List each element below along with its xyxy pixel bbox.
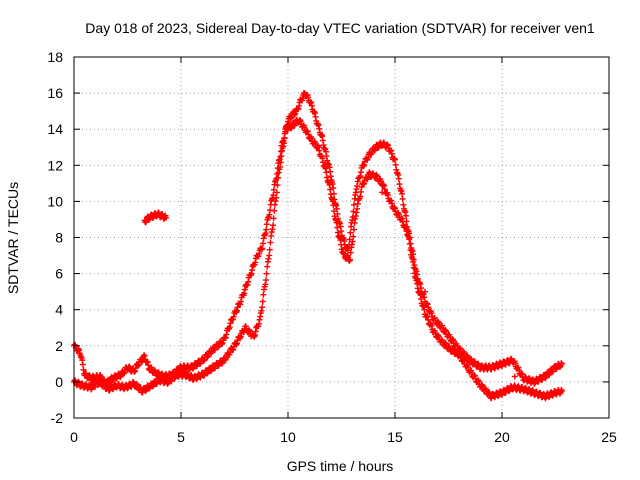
y-tick-label: 12 [47,157,63,173]
y-tick-label: -2 [51,410,64,426]
data-point [270,215,277,222]
data-point [266,252,273,259]
data-point [399,190,406,197]
data-point [392,156,398,163]
data-point [350,208,357,215]
y-tick-label: 14 [47,121,63,137]
data-point [347,256,354,263]
y-tick-label: 0 [55,374,63,390]
data-point [410,264,417,271]
data-point [399,195,406,202]
data-point [421,288,428,295]
data-point [351,201,358,208]
data-points [71,90,565,402]
data-point [406,240,413,247]
data-point [259,304,266,311]
data-point [79,361,86,368]
x-tick-label: 10 [280,429,296,445]
data-point [277,159,284,166]
data-point [395,175,402,182]
y-tick-label: 10 [47,193,63,209]
data-point [266,246,273,253]
data-point [330,202,337,209]
data-point [511,373,518,380]
data-point [280,140,287,147]
data-point [281,134,288,141]
data-point [262,277,269,284]
data-point [278,153,285,160]
x-tick-label: 0 [70,429,78,445]
axis-ticks: 0 5 10 15 20 25 -2 0 2 4 6 8 10 12 14 16 18 [47,49,617,445]
data-point [331,208,338,215]
data-point [267,239,274,246]
data-point [259,240,266,247]
data-point [558,387,565,394]
data-point [163,214,170,221]
chart-title: Day 018 of 2023, Sidereal Day-to-day VTE… [85,20,595,36]
data-point [263,270,270,277]
data-point [350,233,357,240]
data-point [347,249,354,256]
x-tick-label: 5 [177,429,185,445]
y-tick-label: 18 [47,49,63,65]
data-point [260,291,267,298]
y-tick-label: 2 [55,338,63,354]
x-axis-label: GPS time / hours [287,458,394,474]
y-tick-label: 8 [55,230,63,246]
data-point [273,194,280,201]
data-point [263,226,270,233]
data-point [349,238,356,245]
y-tick-label: 16 [47,85,63,101]
data-point [259,298,266,305]
y-axis-label: SDTVAR / TECUs [5,182,21,294]
data-point [347,229,354,236]
x-tick-label: 25 [601,429,617,445]
data-point [558,360,565,367]
data-point [402,212,409,219]
data-point [410,258,417,265]
data-point [270,222,277,229]
x-tick-label: 15 [387,429,403,445]
x-tick-label: 20 [494,429,510,445]
data-point [274,182,281,189]
data-point [273,189,280,196]
data-point [350,226,357,233]
data-point [379,189,386,196]
y-tick-label: 4 [55,302,63,318]
data-point [271,207,278,214]
y-tick-label: 6 [55,266,63,282]
data-point [275,174,282,181]
data-point [330,184,337,191]
